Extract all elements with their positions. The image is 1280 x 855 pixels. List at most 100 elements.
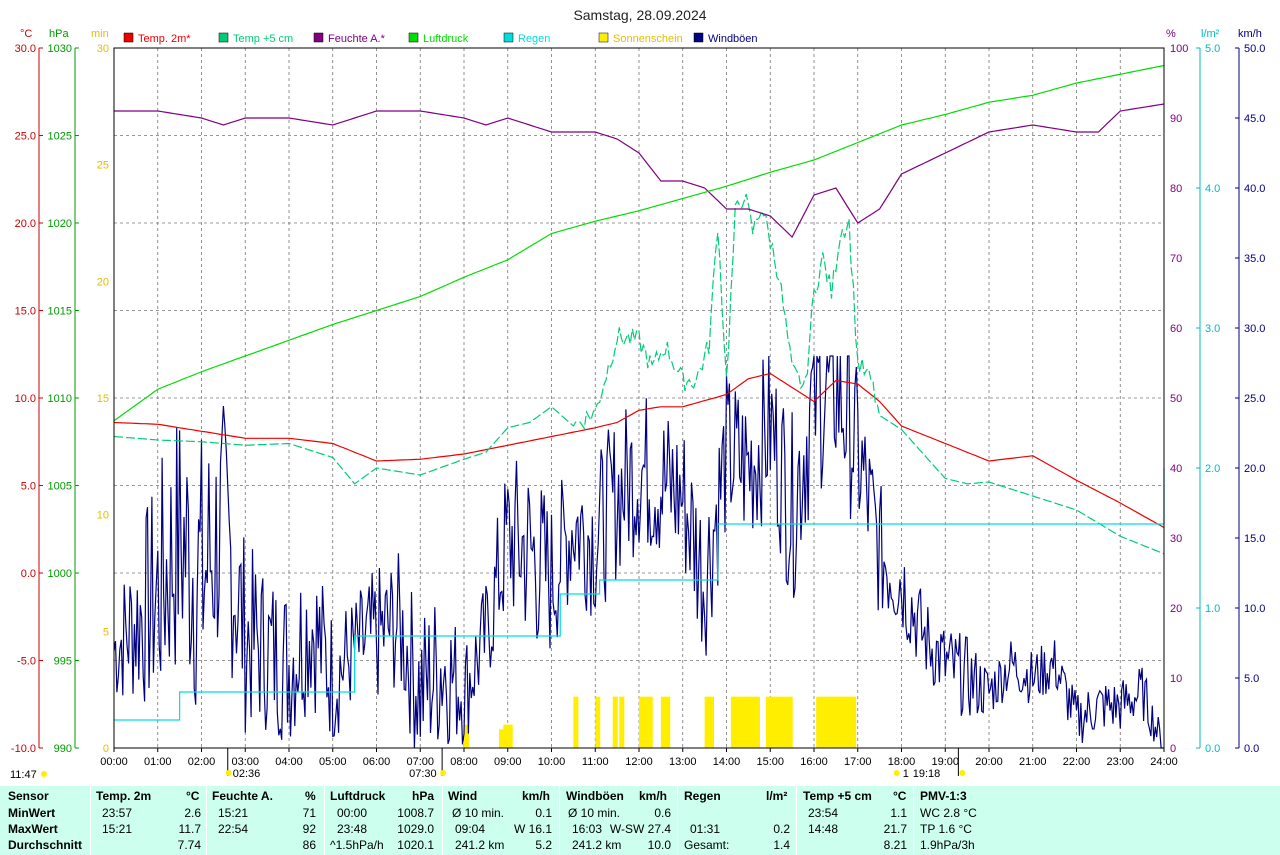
column-divider: [206, 786, 207, 855]
sunshine-bar: [746, 696, 752, 748]
stats-header-regen-unit: l/m²: [766, 789, 788, 803]
stats-min-pmv: WC 2.8 °C: [920, 806, 977, 820]
stats-avg-pressure-trend: ^1.5hPa/h: [330, 838, 384, 852]
legend-label: Temp. 2m*: [138, 33, 191, 45]
x-tick-label: 11:00: [582, 756, 609, 768]
sunshine-bar: [709, 696, 714, 748]
sunset-label: 19:18: [913, 768, 941, 780]
stats-min-pressure-time: 00:00: [337, 806, 368, 820]
sunshine-bar: [783, 696, 789, 748]
sunset-prefix-icon: [893, 770, 900, 776]
temp-tick-label: 10.0: [15, 393, 36, 405]
wind-tick-label: 30.0: [1244, 323, 1265, 335]
stats-header-temp5-unit: °C: [893, 789, 907, 803]
stats-avg-wind-distance: 241.2 km: [455, 838, 505, 852]
wind-gust-line: [113, 355, 1164, 749]
temp-tick-label: 25.0: [15, 131, 36, 143]
x-tick-label: 09:00: [494, 756, 522, 768]
column-divider: [324, 786, 325, 855]
temp-axis-unit: °C: [20, 28, 32, 40]
chart-title: Samstag, 28.09.2024: [573, 7, 706, 23]
x-tick-label: 20:00: [975, 756, 1003, 768]
wind-tick-label: 5.0: [1244, 673, 1259, 685]
legend-label: Sonnenschein: [613, 33, 683, 45]
wind-tick-label: 25.0: [1244, 393, 1265, 405]
x-tick-label: 23:00: [1106, 756, 1134, 768]
stats-header-windboen-unit: km/h: [639, 789, 668, 803]
legend-label: Regen: [518, 33, 550, 45]
wind-tick-label: 45.0: [1244, 113, 1265, 125]
rain-line: [114, 468, 1165, 721]
stats-header-feuchte: Feuchte A.: [212, 789, 273, 803]
stats-header-luftdruck-unit: hPa: [412, 789, 435, 803]
pressure-line: [113, 64, 1165, 422]
sunset-prefix: 1: [903, 768, 909, 780]
column-divider: [90, 786, 91, 855]
stats-max-temp-value: 11.7: [178, 822, 201, 836]
x-tick-label: 03:00: [231, 756, 259, 768]
x-tick-label: 04:00: [275, 756, 303, 768]
sunshine-bar: [779, 696, 784, 748]
column-divider: [913, 786, 914, 855]
sunshine-tick-label: 30: [97, 43, 109, 55]
sunshine-bar: [833, 696, 839, 748]
stats-min-temp-time: 23:57: [102, 806, 133, 820]
stats-min-humidity-time: 15:21: [218, 806, 249, 820]
stats-header-temp2m-unit: °C: [186, 789, 200, 803]
legend-swatch: [693, 32, 704, 43]
humidity-tick-label: 70: [1170, 253, 1182, 265]
stats-min-pressure-value: 1008.7: [397, 806, 434, 820]
sunshine-bar: [464, 724, 469, 748]
stats-header-windboen: Windböen: [566, 789, 624, 803]
temp-tick-label: -10.0: [11, 743, 36, 755]
stats-avg-gust-value: 10.0: [647, 838, 671, 852]
humidity-tick-label: 20: [1170, 603, 1182, 615]
humidity-tick-label: 10: [1170, 673, 1182, 685]
rain-tick-label: 0.0: [1205, 743, 1220, 755]
pressure-tick-label: 990: [54, 743, 72, 755]
sunshine-bar: [851, 696, 857, 748]
sunset-icon: [959, 770, 966, 776]
sunshine-bar: [660, 696, 666, 748]
stats-avg-rain-label: Gesamt:: [684, 838, 730, 852]
sunshine-bar: [503, 724, 509, 748]
stats-min-temp-value: 2.6: [184, 806, 201, 820]
sunshine-bar: [829, 696, 835, 748]
moon-set-label: 11:47: [10, 769, 37, 781]
legend-swatch: [503, 32, 514, 43]
stats-avg-rain-value: 1.4: [773, 838, 790, 852]
stats-avg-pressure-value: 1020.1: [397, 838, 434, 852]
humidity-tick-label: 0: [1170, 743, 1176, 755]
x-tick-label: 10:00: [538, 756, 566, 768]
sunshine-bar: [619, 696, 625, 748]
legend-label: Windböen: [708, 33, 758, 45]
series-lines: [113, 64, 1165, 749]
stats-min-wind-label: Ø 10 min.: [452, 806, 505, 820]
stats-max-pressure-value: 1029.0: [397, 822, 434, 836]
stats-header-row: Sensor Temp. 2m °C Feuchte A. % Luftdruc…: [0, 789, 1280, 805]
stats-avg-temp-value: 7.74: [177, 838, 201, 852]
sunshine-bar: [643, 696, 649, 748]
pressure-tick-label: 1015: [48, 306, 72, 318]
sunshine-bar: [765, 696, 771, 748]
stats-header-feuchte-unit: %: [305, 789, 316, 803]
rain-tick-label: 4.0: [1205, 183, 1220, 195]
stats-min-humidity-value: 71: [302, 806, 316, 820]
stats-max-humidity-value: 92: [302, 822, 316, 836]
pressure-axis-unit: hPa: [49, 28, 69, 40]
humidity-tick-label: 50: [1170, 393, 1182, 405]
rain-tick-label: 1.0: [1205, 603, 1220, 615]
rain-tick-label: 5.0: [1205, 43, 1220, 55]
x-tick-label: 00:00: [100, 756, 128, 768]
sunshine-bars: [464, 696, 857, 748]
stats-max-row: MaxWert 15:21 11.7 22:54 92 23:48 1029.0…: [0, 822, 1280, 838]
legend-label: Feuchte A.*: [328, 33, 386, 45]
x-tick-label: 24:00: [1150, 756, 1178, 768]
temp-tick-label: 20.0: [15, 218, 36, 230]
wind-tick-label: 40.0: [1244, 183, 1265, 195]
y-axes: °C hPa min% l/m² km/h 30.0 25.0 20.0 15.0 10.0 5.0…: [11, 28, 1266, 755]
column-divider: [677, 786, 678, 855]
x-tick-label: 07:00: [406, 756, 434, 768]
x-tick-label: 19:00: [931, 756, 959, 768]
stats-avg-temp5-value: 8.21: [883, 838, 907, 852]
